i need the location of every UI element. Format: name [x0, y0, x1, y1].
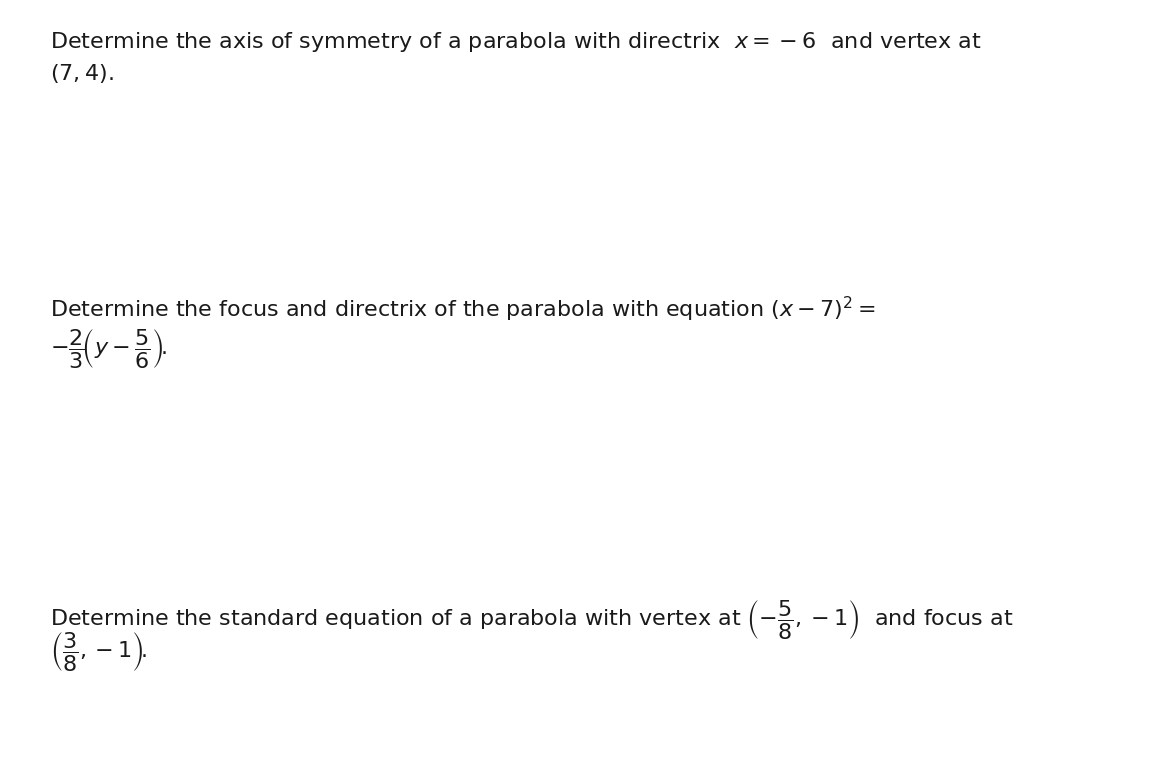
Text: Determine the focus and directrix of the parabola with equation $(x - 7)^2 =$: Determine the focus and directrix of the… [51, 295, 876, 324]
Text: Determine the standard equation of a parabola with vertex at $\left(-\dfrac{5}{8: Determine the standard equation of a par… [51, 598, 1014, 641]
Text: $-\dfrac{2}{3}\!\left(y - \dfrac{5}{6}\right)\!.$: $-\dfrac{2}{3}\!\left(y - \dfrac{5}{6}\r… [51, 327, 167, 370]
Text: $(7,4).$: $(7,4).$ [51, 62, 114, 85]
Text: Determine the axis of symmetry of a parabola with directrix  $x = -6$  and verte: Determine the axis of symmetry of a para… [51, 30, 982, 54]
Text: $\left(\dfrac{3}{8}, -1\right)\!.$: $\left(\dfrac{3}{8}, -1\right)\!.$ [51, 630, 147, 673]
